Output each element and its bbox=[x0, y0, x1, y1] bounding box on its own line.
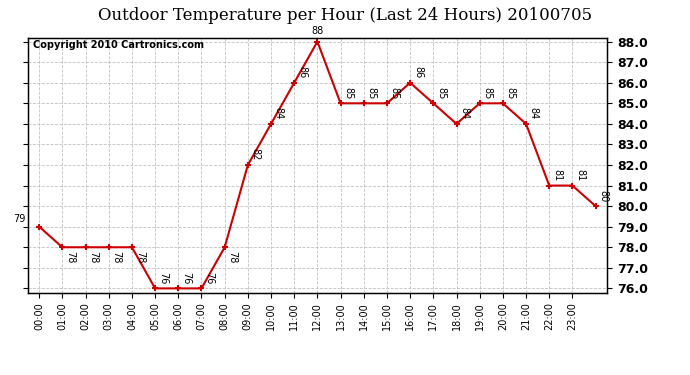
Text: 85: 85 bbox=[482, 87, 493, 99]
Text: 86: 86 bbox=[413, 66, 423, 79]
Text: 80: 80 bbox=[598, 190, 609, 202]
Text: 85: 85 bbox=[390, 87, 400, 99]
Text: 78: 78 bbox=[135, 251, 145, 264]
Text: 81: 81 bbox=[552, 169, 562, 182]
Text: 85: 85 bbox=[366, 87, 377, 99]
Text: Outdoor Temperature per Hour (Last 24 Hours) 20100705: Outdoor Temperature per Hour (Last 24 Ho… bbox=[98, 8, 592, 24]
Text: 86: 86 bbox=[297, 66, 307, 79]
Text: 78: 78 bbox=[65, 251, 75, 264]
Text: 81: 81 bbox=[575, 169, 585, 182]
Text: 84: 84 bbox=[529, 108, 539, 120]
Text: 76: 76 bbox=[181, 272, 191, 284]
Text: 76: 76 bbox=[204, 272, 215, 284]
Text: 85: 85 bbox=[436, 87, 446, 99]
Text: 82: 82 bbox=[250, 148, 261, 161]
Text: 88: 88 bbox=[311, 26, 324, 36]
Text: 85: 85 bbox=[506, 87, 515, 99]
Text: 84: 84 bbox=[460, 108, 469, 120]
Text: 78: 78 bbox=[112, 251, 121, 264]
Text: 84: 84 bbox=[274, 108, 284, 120]
Text: Copyright 2010 Cartronics.com: Copyright 2010 Cartronics.com bbox=[33, 40, 204, 50]
Text: 85: 85 bbox=[344, 87, 353, 99]
Text: 78: 78 bbox=[88, 251, 99, 264]
Text: 79: 79 bbox=[13, 214, 26, 224]
Text: 78: 78 bbox=[228, 251, 237, 264]
Text: 76: 76 bbox=[158, 272, 168, 284]
